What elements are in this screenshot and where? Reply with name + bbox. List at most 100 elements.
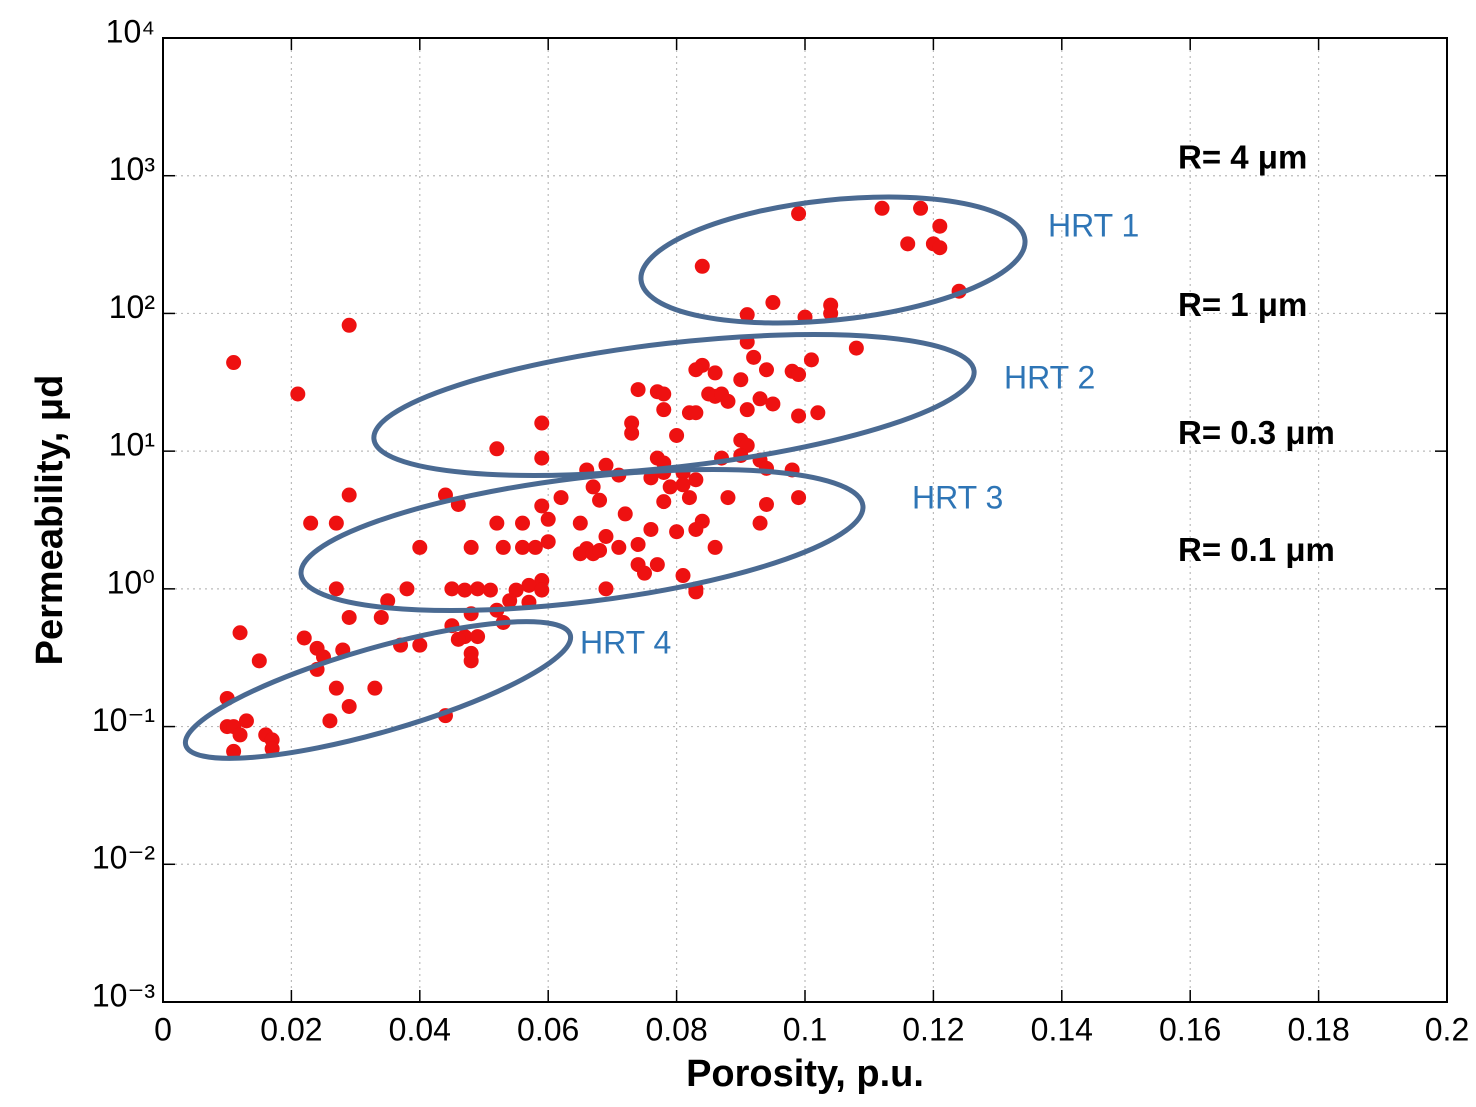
- data-point: [303, 515, 319, 531]
- data-point: [848, 340, 864, 356]
- data-point: [791, 490, 807, 506]
- data-point: [932, 218, 948, 234]
- data-point: [290, 386, 306, 402]
- data-point: [707, 365, 723, 381]
- data-point: [643, 470, 659, 486]
- hrt-label: HRT 2: [1004, 359, 1095, 395]
- data-point: [232, 625, 248, 641]
- data-point: [515, 539, 531, 555]
- data-point: [598, 581, 614, 597]
- data-point: [592, 492, 608, 508]
- data-point: [470, 581, 486, 597]
- data-point: [746, 349, 762, 365]
- data-point: [341, 609, 357, 625]
- y-tick-label: 10¹: [109, 427, 155, 463]
- x-tick-label: 0.2: [1425, 1011, 1469, 1047]
- data-point: [643, 521, 659, 537]
- x-tick-label: 0.08: [645, 1011, 707, 1047]
- y-tick-label: 10⁰: [107, 564, 155, 600]
- data-point: [765, 396, 781, 412]
- y-tick-label: 10⁻²: [92, 840, 155, 876]
- hrt-ellipse: [638, 194, 1028, 326]
- data-point: [617, 506, 633, 522]
- data-point: [226, 355, 242, 371]
- data-point: [803, 352, 819, 368]
- data-point: [328, 515, 344, 531]
- data-point: [637, 565, 652, 581]
- data-point: [624, 425, 640, 441]
- data-point: [534, 450, 550, 466]
- data-point: [611, 539, 627, 555]
- hrt-ellipse: [298, 466, 866, 614]
- data-point: [527, 539, 543, 555]
- data-point: [739, 307, 755, 323]
- data-point: [489, 515, 505, 531]
- x-tick-label: 0.16: [1159, 1011, 1221, 1047]
- data-point: [752, 391, 768, 407]
- data-point: [534, 498, 550, 514]
- data-point: [681, 490, 697, 506]
- data-point: [251, 653, 267, 669]
- data-point: [515, 515, 531, 531]
- x-tick-label: 0.18: [1287, 1011, 1349, 1047]
- data-point: [322, 713, 338, 729]
- data-point: [598, 457, 614, 473]
- data-point: [457, 582, 473, 598]
- data-point: [534, 415, 550, 431]
- y-tick-label: 10⁴: [106, 13, 155, 49]
- data-point: [367, 680, 383, 696]
- curve-label: R= 0.3 μm: [1178, 414, 1335, 451]
- data-point: [341, 317, 357, 333]
- x-tick-label: 0.06: [517, 1011, 579, 1047]
- data-point: [450, 631, 466, 647]
- data-point: [765, 295, 781, 311]
- data-point: [823, 305, 839, 321]
- data-point: [463, 539, 479, 555]
- x-tick-label: 0.02: [260, 1011, 322, 1047]
- data-point: [470, 629, 486, 645]
- data-point: [630, 382, 646, 398]
- data-point: [662, 479, 678, 495]
- data-point: [412, 539, 428, 555]
- hrt-ellipse: [371, 332, 977, 478]
- data-point: [598, 528, 614, 544]
- data-point: [874, 200, 890, 216]
- data-point: [900, 236, 916, 252]
- data-point: [675, 477, 691, 493]
- x-axis-title: Porosity, p.u.: [686, 1053, 924, 1095]
- data-point: [791, 408, 807, 424]
- data-point: [913, 200, 929, 216]
- data-point: [412, 637, 428, 653]
- hrt-label: HRT 3: [912, 479, 1003, 515]
- data-point: [688, 472, 704, 488]
- x-tick-label: 0.12: [902, 1011, 964, 1047]
- data-point: [373, 609, 389, 625]
- x-tick-label: 0.1: [783, 1011, 827, 1047]
- y-tick-label: 10⁻³: [92, 977, 155, 1013]
- data-point: [739, 402, 755, 418]
- data-point: [585, 479, 601, 495]
- data-point: [495, 539, 511, 555]
- y-tick-label: 10⁻¹: [92, 702, 155, 738]
- data-point: [380, 593, 396, 609]
- data-point: [296, 630, 312, 646]
- data-point: [328, 581, 344, 597]
- data-point: [656, 402, 672, 418]
- data-point: [482, 582, 498, 598]
- x-tick-label: 0.04: [389, 1011, 451, 1047]
- data-point: [720, 393, 736, 409]
- curve-label: R= 0.1 μm: [1178, 531, 1335, 568]
- data-point: [232, 727, 248, 743]
- y-tick-label: 10²: [109, 289, 156, 325]
- data-point: [669, 427, 685, 443]
- data-point: [399, 581, 415, 597]
- data-point: [688, 405, 704, 421]
- data-point: [688, 362, 704, 378]
- data-point: [733, 372, 749, 388]
- data-point: [502, 593, 518, 609]
- data-point: [688, 584, 704, 600]
- data-point: [791, 367, 807, 383]
- data-point: [720, 490, 736, 506]
- data-point: [444, 581, 460, 597]
- data-point: [534, 582, 550, 598]
